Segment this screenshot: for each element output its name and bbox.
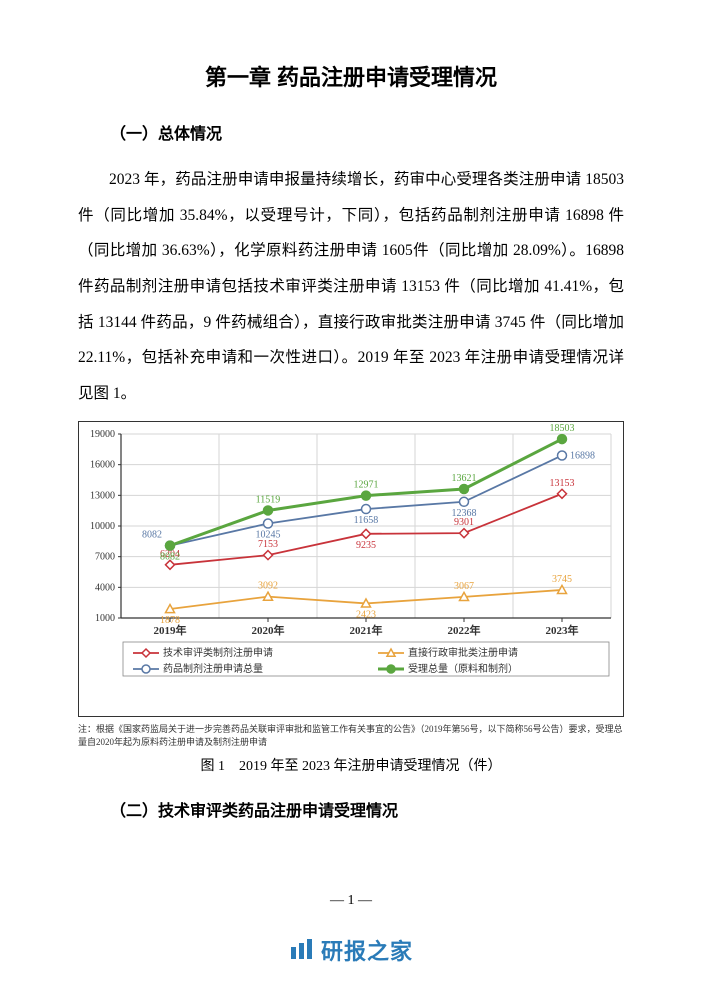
page-number: — 1 — bbox=[0, 893, 702, 909]
svg-text:12971: 12971 bbox=[354, 480, 379, 491]
svg-text:1000: 1000 bbox=[95, 613, 115, 624]
paragraph-1: 2023 年，药品注册申请申报量持续增长，药审中心受理各类注册申请 18503 … bbox=[78, 162, 624, 411]
svg-text:2023年: 2023年 bbox=[546, 623, 579, 637]
svg-text:13621: 13621 bbox=[452, 473, 477, 484]
svg-text:受理总量（原料和制剂）: 受理总量（原料和制剂） bbox=[408, 662, 518, 675]
svg-text:12368: 12368 bbox=[452, 508, 477, 519]
svg-text:13000: 13000 bbox=[90, 491, 115, 502]
svg-text:3067: 3067 bbox=[454, 581, 474, 592]
svg-text:3092: 3092 bbox=[258, 581, 278, 592]
svg-text:药品制剂注册申请总量: 药品制剂注册申请总量 bbox=[163, 662, 263, 675]
svg-text:19000: 19000 bbox=[90, 429, 115, 440]
svg-text:技术审评类制剂注册申请: 技术审评类制剂注册申请 bbox=[163, 646, 273, 659]
svg-text:1878: 1878 bbox=[160, 616, 180, 627]
svg-text:16000: 16000 bbox=[90, 460, 115, 471]
registration-chart: 100040007000100001300016000190002019年202… bbox=[78, 421, 624, 717]
svg-text:2020年: 2020年 bbox=[252, 623, 285, 637]
svg-text:7000: 7000 bbox=[95, 552, 115, 563]
watermark-icon bbox=[289, 937, 315, 969]
svg-text:8082: 8082 bbox=[160, 552, 180, 563]
watermark-text: 研报之家 bbox=[321, 939, 413, 964]
svg-text:16898: 16898 bbox=[570, 451, 595, 462]
svg-text:2021年: 2021年 bbox=[350, 623, 383, 637]
chapter-title: 第一章 药品注册申请受理情况 bbox=[78, 60, 624, 92]
section-title-1: （一）总体情况 bbox=[78, 120, 624, 144]
section-title-2: （二）技术审评类药品注册申请受理情况 bbox=[78, 797, 624, 821]
svg-text:7153: 7153 bbox=[258, 540, 278, 551]
figure-caption: 图 1 2019 年至 2023 年注册申请受理情况（件） bbox=[78, 755, 624, 775]
svg-text:8082: 8082 bbox=[142, 530, 162, 541]
svg-text:4000: 4000 bbox=[95, 583, 115, 594]
svg-text:11658: 11658 bbox=[354, 516, 379, 527]
svg-text:18503: 18503 bbox=[550, 424, 575, 435]
svg-text:11519: 11519 bbox=[256, 495, 281, 506]
chart-svg: 100040007000100001300016000190002019年202… bbox=[79, 422, 623, 716]
chart-note: 注：根据《国家药监局关于进一步完善药品关联审评审批和监管工作有关事宜的公告》（2… bbox=[78, 723, 624, 748]
svg-text:13153: 13153 bbox=[550, 478, 575, 489]
svg-text:直接行政审批类注册申请: 直接行政审批类注册申请 bbox=[408, 646, 518, 659]
svg-text:2423: 2423 bbox=[356, 610, 376, 621]
svg-text:10245: 10245 bbox=[256, 530, 281, 541]
svg-text:10000: 10000 bbox=[90, 521, 115, 532]
svg-text:2022年: 2022年 bbox=[448, 623, 481, 637]
svg-text:3745: 3745 bbox=[552, 574, 572, 585]
svg-text:9235: 9235 bbox=[356, 540, 376, 551]
watermark: 研报之家 bbox=[0, 934, 702, 969]
